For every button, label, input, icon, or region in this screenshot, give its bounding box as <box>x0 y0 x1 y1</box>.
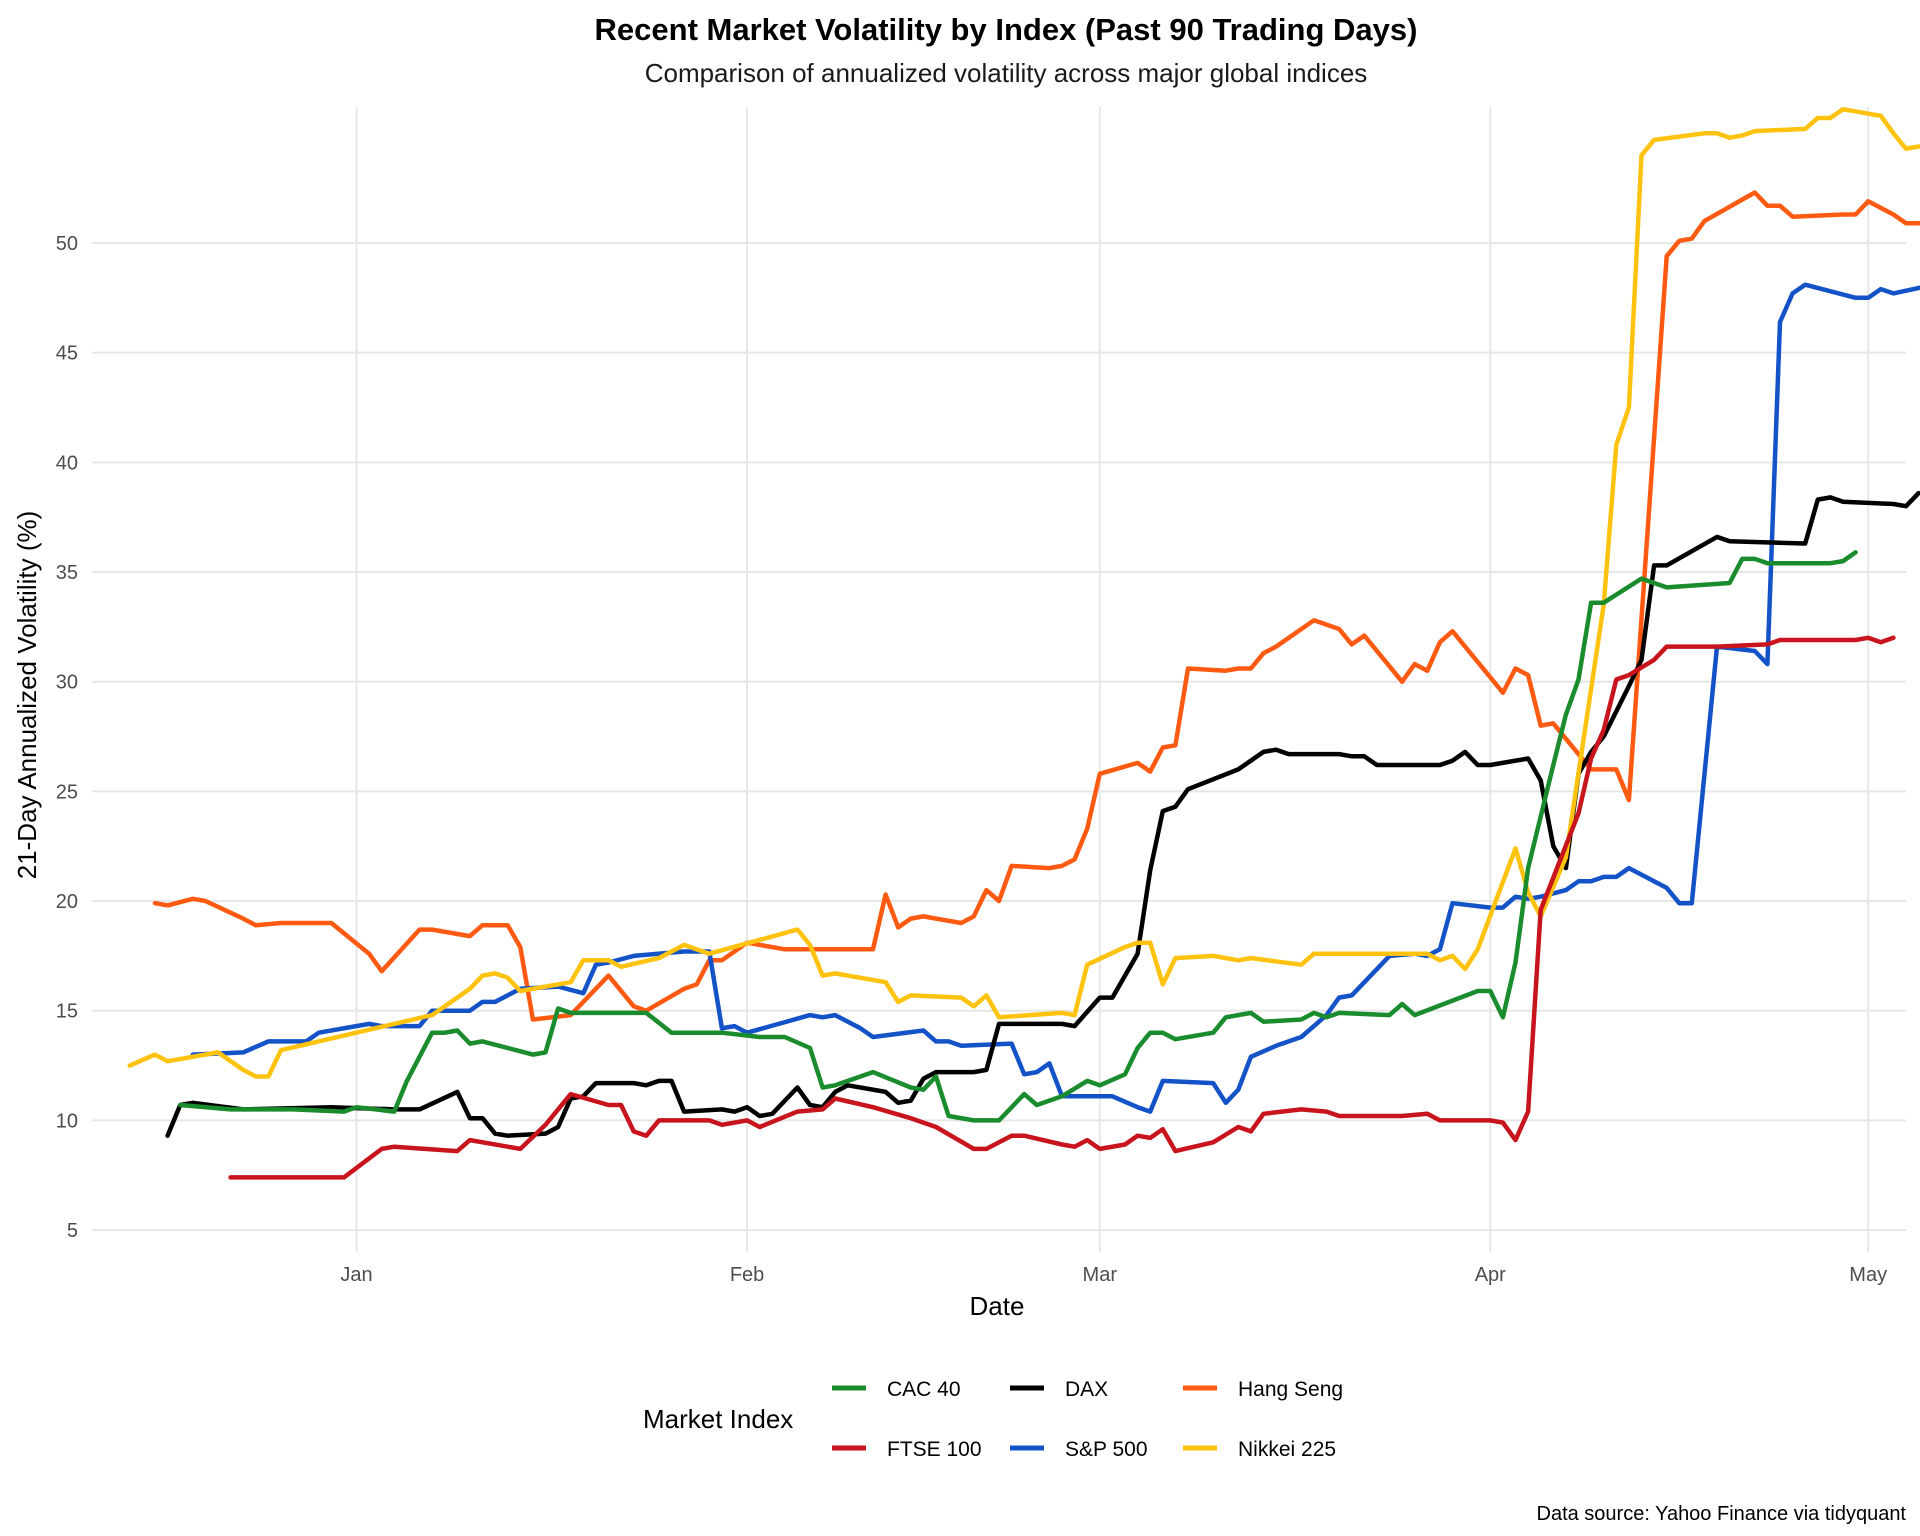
y-tick-label: 5 <box>67 1220 78 1242</box>
data-source-caption: Data source: Yahoo Finance via tidyquant <box>1537 1503 1907 1525</box>
x-tick-label: Feb <box>730 1264 764 1286</box>
legend: Market Index CAC 40 DAX Hang Seng FTSE 100 S… <box>643 1378 1343 1461</box>
series-line-s-p-500 <box>190 282 1920 1114</box>
legend-label-cac-40: CAC 40 <box>887 1378 961 1401</box>
x-tick-label: Mar <box>1083 1264 1118 1286</box>
y-tick-label: 35 <box>56 562 78 584</box>
x-tick-label: May <box>1849 1264 1887 1286</box>
y-tick-label: 20 <box>56 891 78 913</box>
y-tick-label: 45 <box>56 343 78 365</box>
chart-subtitle: Comparison of annualized volatility acro… <box>645 58 1368 88</box>
series-line-cac-40 <box>177 550 1858 1123</box>
y-axis-ticks: 5 10 15 20 25 30 35 40 45 50 <box>56 233 78 1242</box>
x-axis-title: Date <box>970 1291 1025 1321</box>
series-lines <box>127 106 1920 1180</box>
y-tick-label: 50 <box>56 233 78 255</box>
y-tick-label: 30 <box>56 672 78 694</box>
chart-title: Recent Market Volatility by Index (Past … <box>595 12 1418 47</box>
legend-label-nikkei-225: Nikkei 225 <box>1238 1438 1336 1461</box>
y-tick-label: 10 <box>56 1110 78 1132</box>
series-line-nikkei-225 <box>127 106 1920 1079</box>
legend-label-s-p-500: S&P 500 <box>1065 1438 1148 1461</box>
series-line-ftse-100 <box>228 635 1896 1180</box>
y-axis-title: 21-Day Annualized Volatility (%) <box>12 511 42 880</box>
y-tick-label: 40 <box>56 452 78 474</box>
x-tick-label: Apr <box>1475 1264 1506 1286</box>
x-tick-label: Jan <box>340 1264 372 1286</box>
y-tick-label: 15 <box>56 1001 78 1023</box>
series-line-hang-seng <box>152 190 1920 1022</box>
legend-title: Market Index <box>643 1404 793 1434</box>
legend-label-dax: DAX <box>1065 1378 1108 1401</box>
legend-label-ftse-100: FTSE 100 <box>887 1438 982 1461</box>
x-axis-ticks: Jan Feb Mar Apr May <box>340 1264 1887 1286</box>
legend-items: CAC 40 DAX Hang Seng FTSE 100 S&P 500 Nikkei … <box>832 1378 1343 1461</box>
legend-label-hang-seng: Hang Seng <box>1238 1378 1343 1401</box>
y-tick-label: 25 <box>56 781 78 803</box>
